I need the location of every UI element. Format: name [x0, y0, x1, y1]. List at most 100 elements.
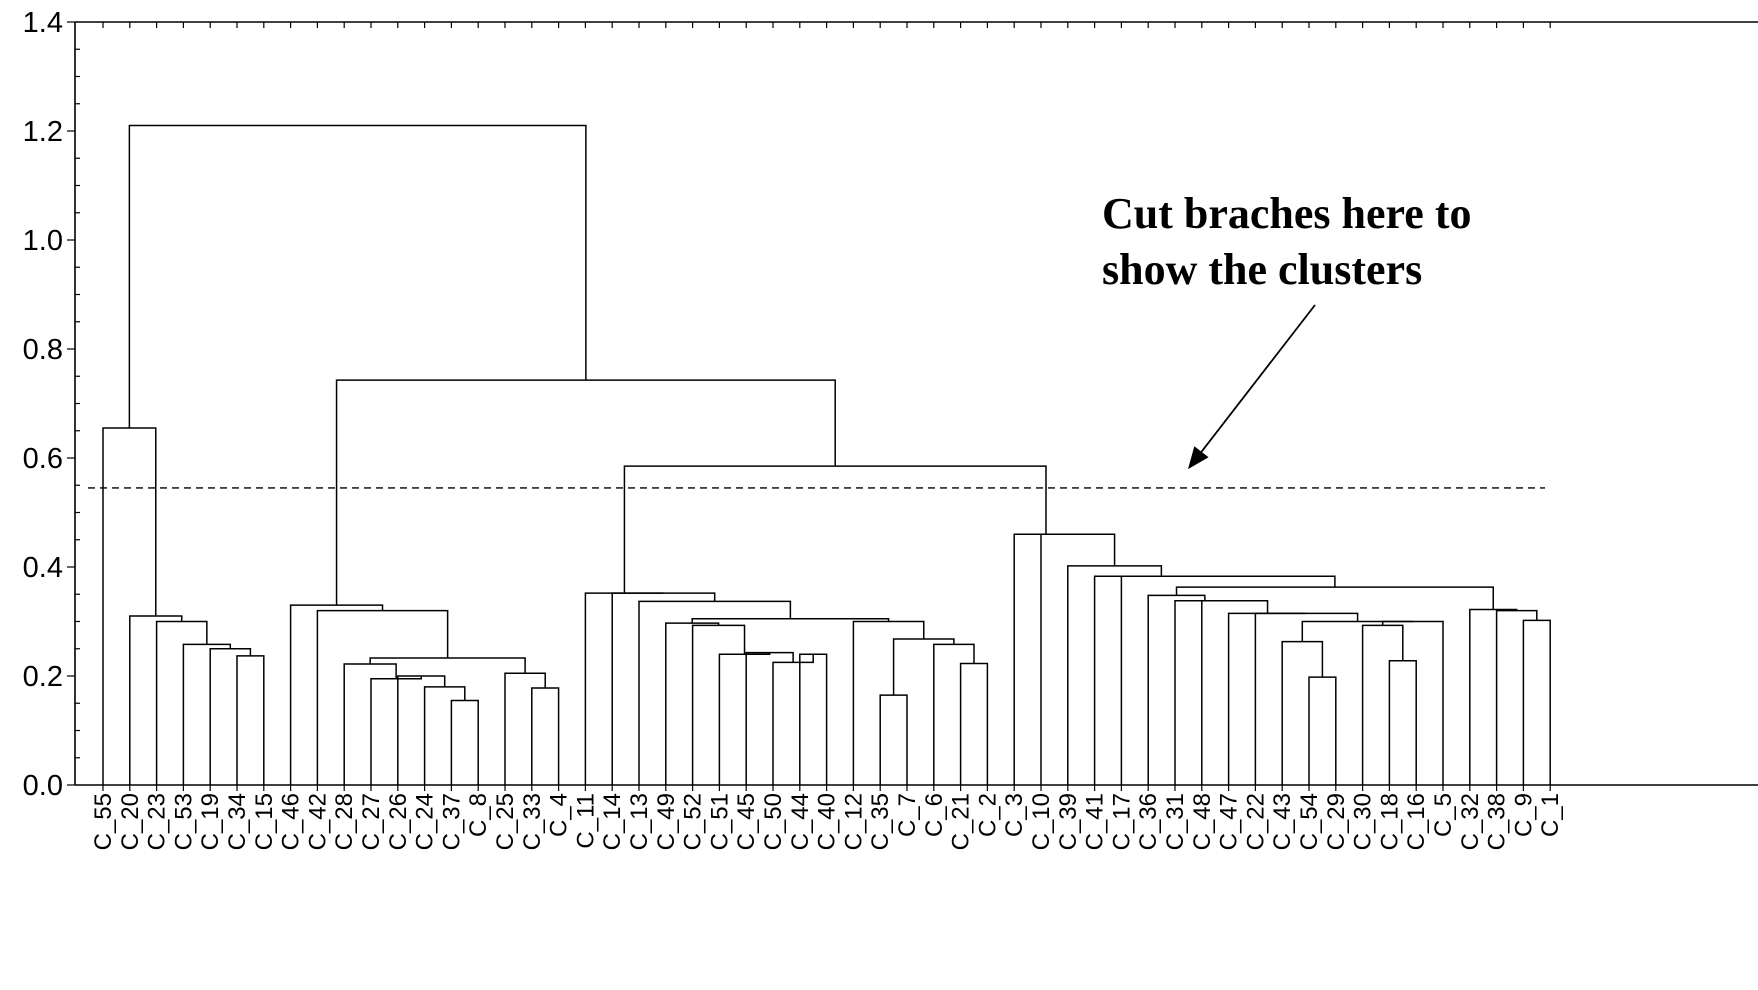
dendrogram-link	[611, 592, 716, 785]
leaf-label: C_50	[760, 793, 787, 850]
leaf-label: C_16	[1403, 793, 1430, 850]
y-tick-label: 1.4	[23, 7, 63, 39]
leaf-label: C_33	[519, 793, 546, 850]
leaf-label: C_42	[304, 793, 331, 850]
dendrogram-link	[623, 465, 1047, 594]
dendrogram-link	[423, 686, 466, 785]
leaf-label: C_36	[1135, 793, 1162, 850]
leaf-label: C_55	[90, 793, 117, 850]
dendrogram-link	[1067, 565, 1163, 785]
leaf-label: C_31	[1162, 793, 1189, 850]
dendrogram-link	[638, 600, 792, 785]
leaf-label: C_22	[1242, 793, 1269, 850]
cut-annotation: Cut braches here to show the clusters	[1102, 189, 1471, 470]
dendrogram-link	[182, 643, 232, 785]
leaf-label: C_18	[1376, 793, 1403, 850]
dendrogram-link	[335, 379, 836, 606]
leaf-label: C_1	[1537, 793, 1564, 837]
leaf-label: C_47	[1216, 793, 1243, 850]
leaf-label: C_43	[1269, 793, 1296, 850]
dendrogram-link	[691, 624, 746, 785]
y-tick-label: 0.0	[23, 770, 63, 802]
dendrogram-link	[745, 651, 794, 785]
leaf-label: C_17	[1108, 793, 1135, 850]
dendrogram-link	[1040, 533, 1116, 785]
leaf-label: C_52	[680, 793, 707, 850]
leaf-label: C_15	[251, 793, 278, 850]
annotation-text-line-1: Cut braches here to	[1102, 189, 1471, 238]
leaf-label: C_46	[278, 793, 305, 850]
dendrogram-link	[959, 662, 989, 785]
leaf-label: C_10	[1028, 793, 1055, 850]
dendrogram-branches	[102, 124, 1551, 785]
dendrogram-link	[1175, 586, 1494, 610]
leaf-label: C_13	[626, 793, 653, 850]
dendrogram-link	[852, 620, 925, 785]
leaf-label: C_51	[706, 793, 733, 850]
leaf-label: C_29	[1323, 793, 1350, 850]
y-tick-label: 0.8	[23, 334, 63, 366]
dendrogram-link	[236, 655, 265, 785]
dendrogram-link	[209, 648, 252, 785]
dendrogram-link	[1013, 533, 1078, 785]
dendrogram-link	[450, 699, 479, 785]
dendrogram-link	[397, 675, 446, 785]
leaf-label: C_20	[117, 793, 144, 850]
annotation-arrowhead	[1188, 446, 1209, 470]
leaf-label: C_38	[1484, 793, 1511, 850]
dendrogram-link	[1301, 620, 1413, 642]
leaf-label: C_30	[1350, 793, 1377, 850]
leaf-label: C_7	[894, 793, 921, 837]
dendrogram-link	[799, 653, 828, 785]
annotation-text-line-2: show the clusters	[1102, 245, 1422, 294]
dendrogram-link	[892, 638, 955, 696]
y-tick-label: 0.4	[23, 552, 63, 584]
leaf-label: C_48	[1189, 793, 1216, 850]
leaf-label: C_12	[840, 793, 867, 850]
dendrogram-link	[128, 124, 587, 429]
leaf-label: C_37	[438, 793, 465, 850]
y-tick-label: 1.0	[23, 225, 63, 257]
dendrogram-link	[1381, 620, 1444, 785]
dendrogram-link	[772, 654, 814, 785]
dendrogram-link	[316, 609, 449, 785]
leaf-label: C_34	[224, 793, 251, 850]
leaf-label: C_25	[492, 793, 519, 850]
y-tick-label: 0.6	[23, 443, 63, 475]
dendrogram-link	[1254, 612, 1359, 785]
leaf-label: C_14	[599, 793, 626, 850]
dendrogram-link	[1174, 600, 1235, 785]
dendrogram-link	[718, 652, 771, 785]
dendrogram-link	[1495, 609, 1538, 785]
leaf-label: C_41	[1082, 793, 1109, 850]
leaf-label: C_35	[867, 793, 894, 850]
y-tick-label: 0.2	[23, 661, 63, 693]
leaf-label: C_21	[948, 793, 975, 850]
dendrogram-link	[1388, 659, 1417, 785]
annotation-arrow	[1200, 304, 1316, 453]
leaf-label: C_26	[385, 793, 412, 850]
leaf-label: C_23	[144, 793, 171, 850]
dendrogram-link	[343, 663, 397, 785]
leaf-label: C_24	[412, 793, 439, 850]
leaf-label: C_54	[1296, 793, 1323, 850]
leaf-label: C_53	[170, 793, 197, 850]
dendrogram-link	[504, 672, 546, 785]
dendrogram-link	[1522, 619, 1551, 785]
dendrogram-link	[933, 643, 975, 785]
leaf-label: C_2	[974, 793, 1001, 837]
dendrogram-link	[370, 676, 422, 785]
dendrogram-link	[369, 657, 526, 674]
dendrogram-link	[531, 687, 560, 785]
leaf-label: C_27	[358, 793, 385, 850]
dendrogram-link	[1308, 676, 1337, 785]
dendrogram-link	[584, 592, 664, 785]
y-axis: 0.0 0.2 0.4 0.6 0.8 1.0 1.2 1.4	[23, 7, 1758, 802]
dendrogram-link	[1201, 600, 1269, 785]
dendrogram-link	[1281, 640, 1324, 785]
dendrogram-link	[1093, 575, 1229, 785]
dendrogram-link	[879, 694, 908, 785]
leaf-labels: C_55 C_20 C_23 C_53 C_19 C_34 C_15 C_46 C_42 C_28…	[90, 785, 1564, 850]
dendrogram-link	[155, 620, 208, 785]
leaf-label: C_28	[331, 793, 358, 850]
